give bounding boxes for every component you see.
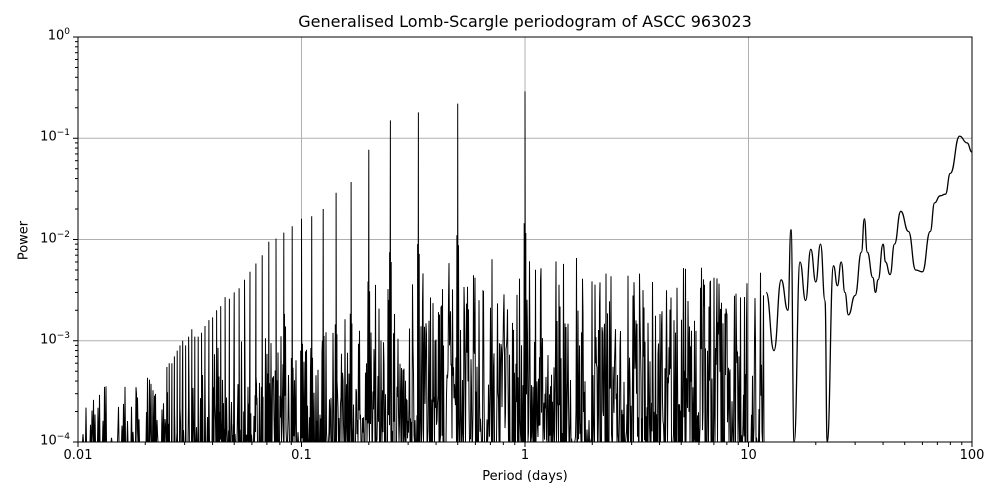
x-tick-label: 0.01: [63, 448, 93, 463]
y-tick-label: 100: [47, 27, 70, 44]
periodogram-noise-trace: [78, 91, 766, 442]
periodogram-long-period-trace: [765, 135, 972, 442]
y-tick-label: 10−3: [40, 330, 70, 348]
x-tick-label: 10: [740, 448, 757, 463]
x-tick-label: 0.1: [291, 448, 312, 463]
periodogram-line: [78, 91, 972, 442]
x-axis-label: Period (days): [482, 469, 568, 484]
chart-title: Generalised Lomb-Scargle periodogram of …: [298, 12, 752, 31]
axis-ticks: [73, 36, 973, 447]
x-tick-label: 1: [520, 448, 530, 463]
x-tick-label: 100: [959, 448, 985, 463]
y-tick-label: 10−4: [40, 432, 70, 449]
y-tick-label: 10−1: [40, 128, 70, 145]
y-tick-label: 10−2: [40, 229, 70, 246]
